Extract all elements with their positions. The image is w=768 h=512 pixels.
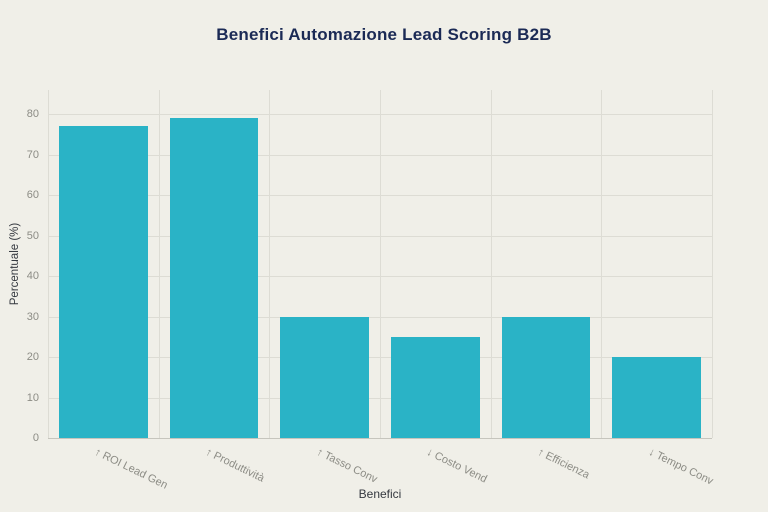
x-tick-label: ↑ Tasso Conv bbox=[314, 446, 379, 486]
vertical-gridline bbox=[380, 90, 381, 438]
y-tick-label: 0 bbox=[32, 432, 39, 444]
y-tick-label: 20 bbox=[26, 351, 39, 364]
y-tick-label: 50 bbox=[26, 229, 39, 242]
vertical-gridline bbox=[490, 90, 492, 438]
x-axis-label: Benefici bbox=[358, 487, 402, 501]
x-tick-label: ↓ Tempo Conv bbox=[646, 446, 715, 488]
bar bbox=[169, 118, 259, 438]
x-axis-line bbox=[48, 438, 712, 439]
y-tick-label: 80 bbox=[26, 108, 39, 121]
vertical-gridline bbox=[158, 90, 160, 438]
y-tick-label: 40 bbox=[26, 270, 39, 283]
x-tick-label: ↓ Costo Vend bbox=[425, 446, 490, 486]
bar bbox=[280, 316, 369, 438]
y-axis-label: Percentuale (%) bbox=[9, 222, 21, 306]
x-tick-label: ↑ ROI Lead Gen bbox=[93, 446, 170, 492]
bar bbox=[59, 126, 148, 438]
vertical-gridline bbox=[269, 90, 271, 438]
vertical-gridline bbox=[48, 90, 49, 438]
y-tick-label: 10 bbox=[26, 391, 39, 404]
chart-title: Benefici Automazione Lead Scoring B2B bbox=[216, 25, 552, 44]
plot-area: 0 10 20 30 40 50 60 70 80 ↑ ROI Lead Gen ↑ Produtt… bbox=[27, 90, 715, 492]
bar bbox=[612, 357, 701, 438]
x-tick-label: ↑ Efficienza bbox=[535, 446, 592, 482]
y-tick-label: 70 bbox=[26, 148, 39, 161]
x-tick-label: ↑ Produttività bbox=[203, 446, 267, 485]
bar bbox=[391, 336, 480, 438]
bar bbox=[501, 316, 591, 438]
vertical-gridline bbox=[712, 90, 713, 438]
vertical-gridline bbox=[601, 90, 603, 438]
y-tick-label: 30 bbox=[26, 310, 39, 323]
y-tick-label: 60 bbox=[26, 189, 39, 202]
